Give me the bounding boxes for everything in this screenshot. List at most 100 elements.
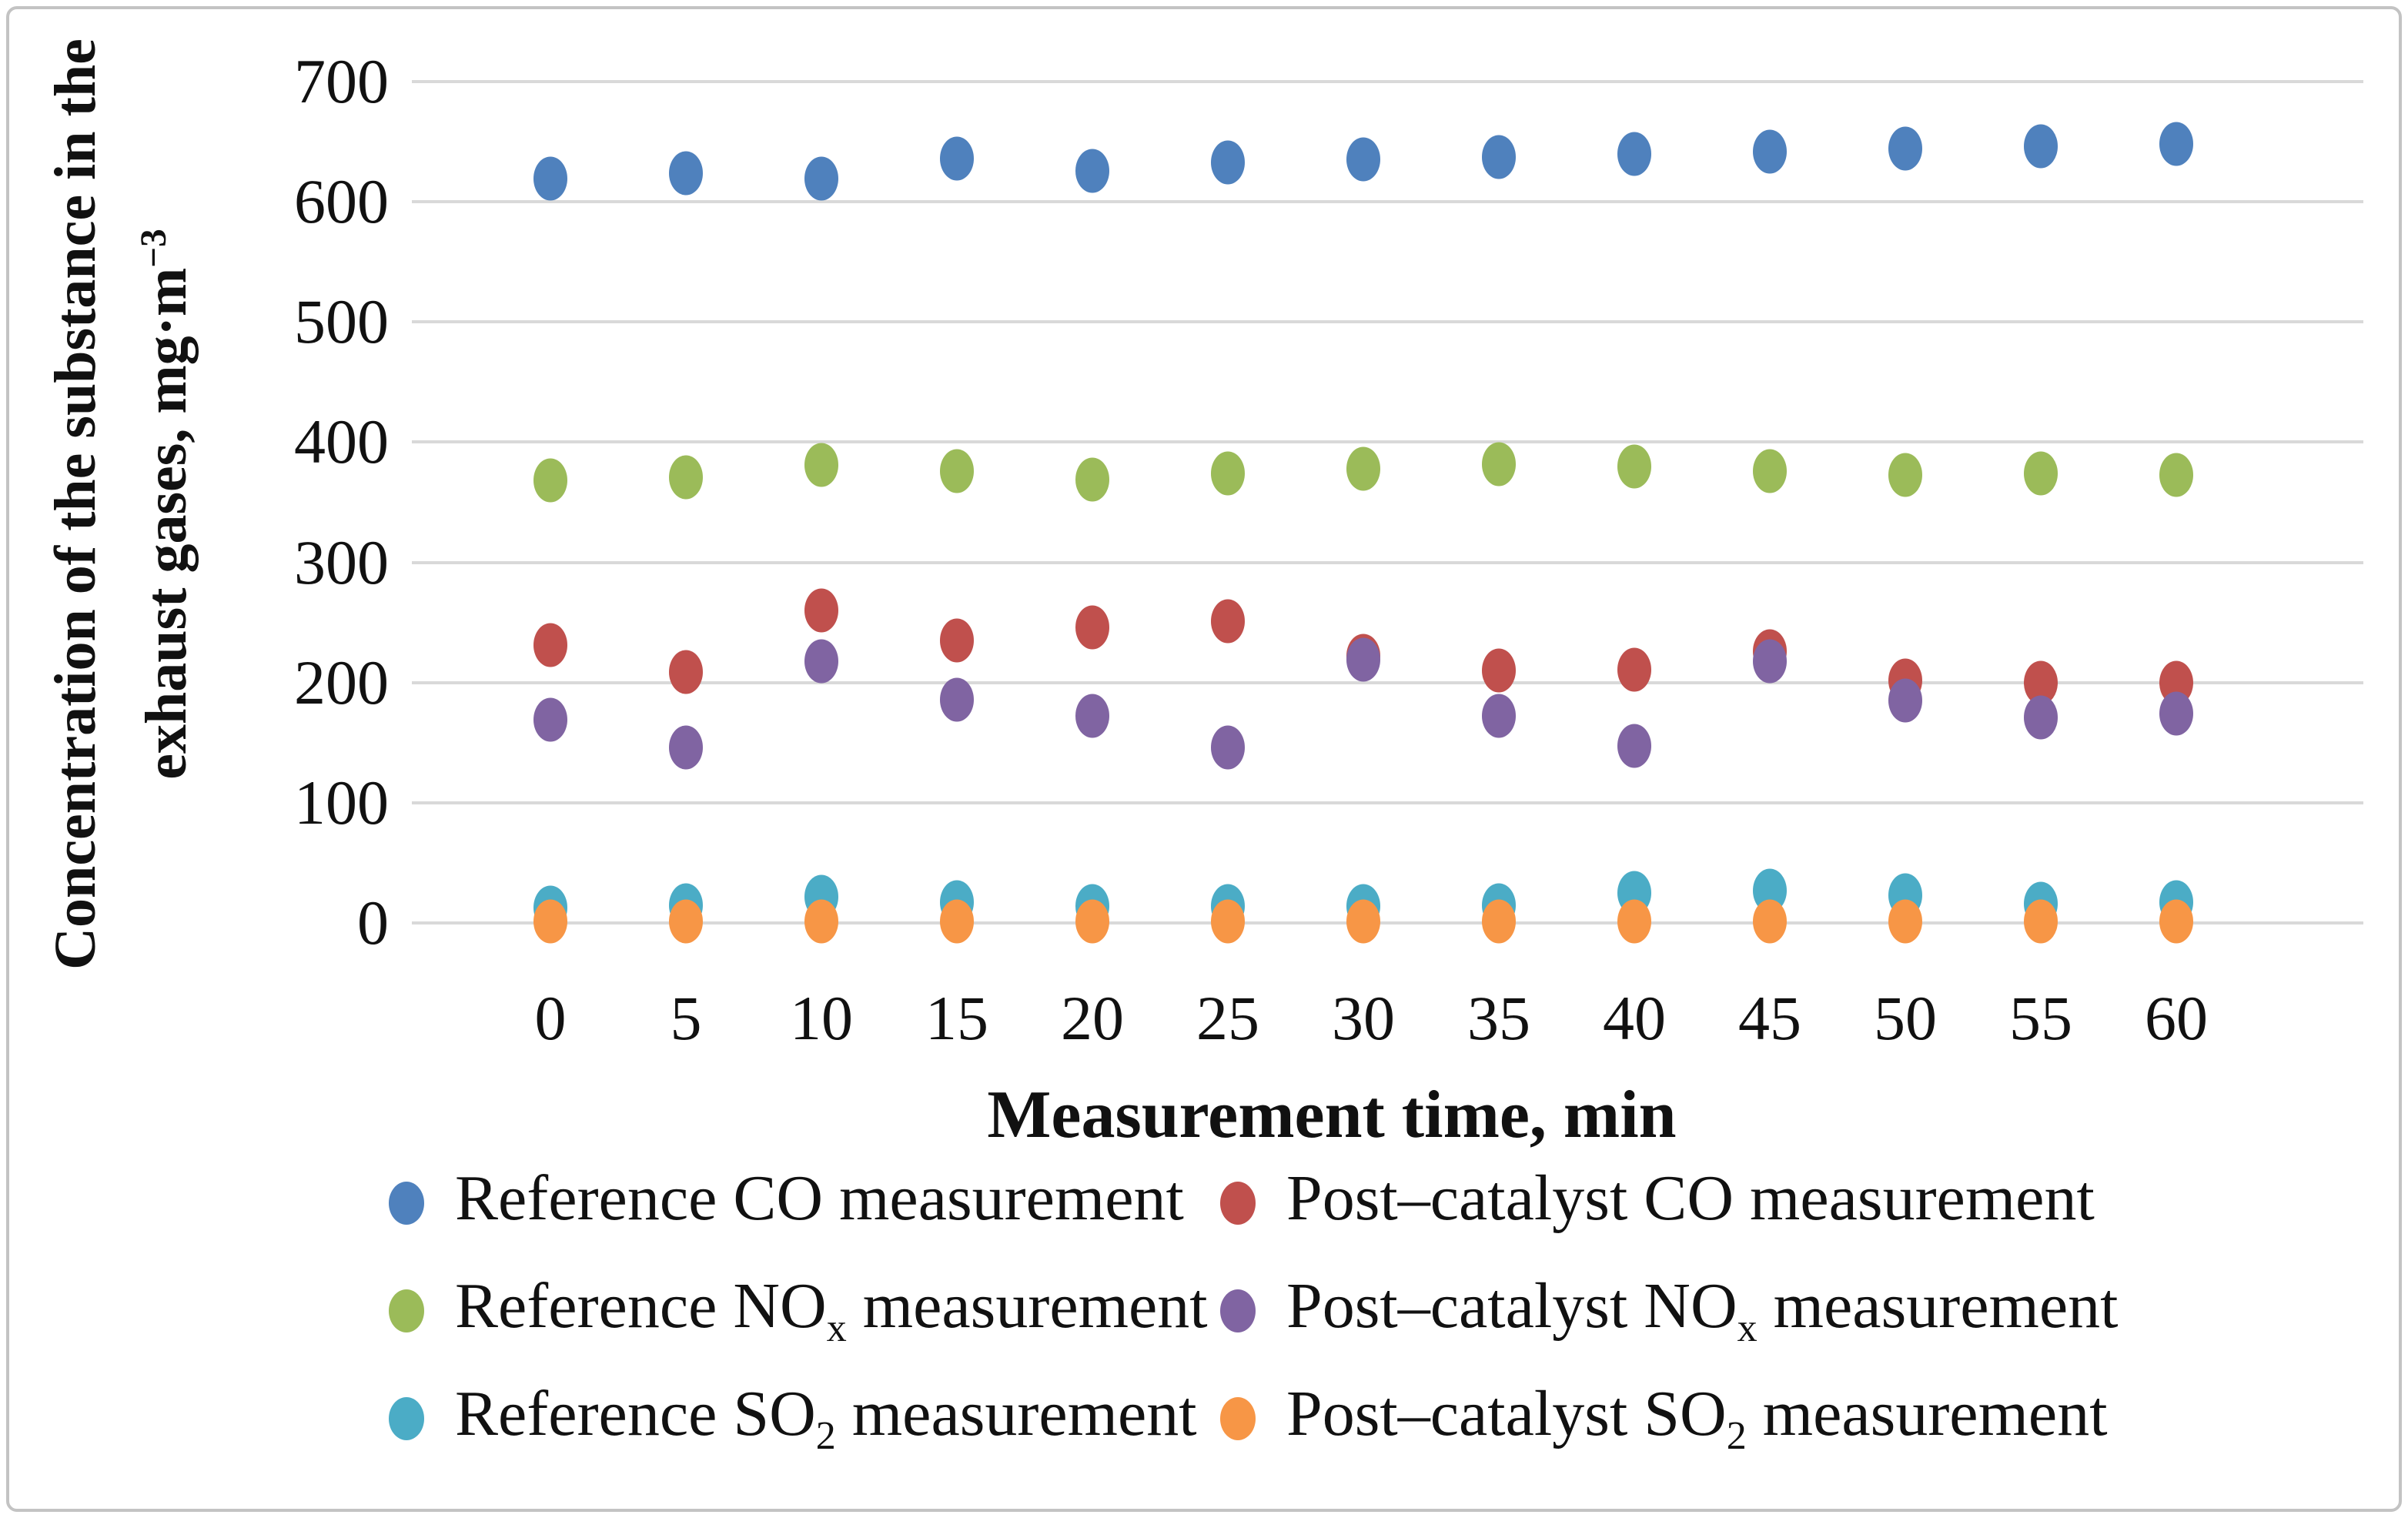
reference-co-measurement-point-x5 bbox=[669, 151, 703, 196]
reference-nox-measurement-point-x45 bbox=[1753, 449, 1787, 493]
y-tick-label-400: 400 bbox=[294, 406, 389, 477]
y-tick-label-100: 100 bbox=[294, 767, 389, 838]
gridline-y-100 bbox=[412, 801, 2363, 804]
reference-co-measurement-point-x20 bbox=[1075, 149, 1109, 193]
reference-co-measurement-point-x60 bbox=[2159, 122, 2193, 166]
y-tick-label-0: 0 bbox=[357, 888, 389, 958]
post-catalyst-co-measurement-point-x10 bbox=[804, 588, 838, 633]
reference-nox-measurement-point-x60 bbox=[2159, 453, 2193, 497]
reference-co-measurement-point-x45 bbox=[1753, 129, 1787, 174]
post-catalyst-so2-measurement-point-x10 bbox=[804, 899, 838, 944]
x-tick-label-35: 35 bbox=[1467, 983, 1530, 1053]
post-catalyst-so2-measurement-point-x0 bbox=[533, 899, 567, 944]
legend-item-reference-so2: Reference SO2 measurement bbox=[389, 1381, 1220, 1456]
gridline-y-300 bbox=[412, 560, 2363, 564]
post-catalyst-so2-measurement-point-x5 bbox=[669, 899, 703, 944]
y-tick-label-200: 200 bbox=[294, 647, 389, 717]
post-catalyst-so2-measurement-point-x15 bbox=[940, 899, 974, 944]
gridline-y-200 bbox=[412, 680, 2363, 684]
post-catalyst-nox-measurement-point-x35 bbox=[1482, 694, 1516, 738]
gridline-y-500 bbox=[412, 320, 2363, 324]
post-catalyst-so2-measurement-point-x30 bbox=[1346, 899, 1380, 944]
post-catalyst-co-measurement-point-x15 bbox=[940, 618, 974, 663]
x-tick-label-40: 40 bbox=[1603, 983, 1666, 1053]
chart-legend: Reference CO measurement Post–catalyst C… bbox=[389, 1149, 2118, 1473]
post-catalyst-nox-measurement-point-x15 bbox=[940, 677, 974, 722]
y-tick-label-500: 500 bbox=[294, 286, 389, 357]
x-tick-label-30: 30 bbox=[1332, 983, 1395, 1053]
legend-item-post-catalyst-nox: Post–catalyst NOx measurement bbox=[1220, 1273, 2118, 1349]
post-catalyst-nox-measurement-point-x0 bbox=[533, 697, 567, 742]
x-tick-label-55: 55 bbox=[2009, 983, 2072, 1053]
y-tick-label-300: 300 bbox=[294, 527, 389, 597]
x-tick-label-15: 15 bbox=[925, 983, 988, 1053]
reference-co-measurement-point-x55 bbox=[2024, 124, 2058, 169]
x-tick-label-45: 45 bbox=[1738, 983, 1801, 1053]
y-axis-title-line1: Concentration of the substance in the bbox=[43, 38, 109, 970]
reference-nox-measurement-point-x30 bbox=[1346, 446, 1380, 491]
post-catalyst-so2-measurement-point-x45 bbox=[1753, 899, 1787, 944]
reference-co-measurement-point-x15 bbox=[940, 136, 974, 181]
post-catalyst-co-measurement-point-x40 bbox=[1617, 647, 1651, 692]
x-tick-label-5: 5 bbox=[670, 983, 702, 1053]
post-catalyst-co-measurement-point-x0 bbox=[533, 623, 567, 667]
post-catalyst-so2-measurement-point-x50 bbox=[1888, 899, 1922, 944]
legend-marker-reference-co bbox=[389, 1182, 424, 1225]
post-catalyst-nox-measurement-point-x40 bbox=[1617, 724, 1651, 768]
reference-nox-measurement-point-x40 bbox=[1617, 444, 1651, 489]
x-axis-title: Measurement time, min bbox=[987, 1078, 1677, 1152]
legend-marker-reference-nox bbox=[389, 1289, 424, 1332]
post-catalyst-so2-measurement-point-x55 bbox=[2024, 899, 2058, 944]
reference-nox-measurement-point-x20 bbox=[1075, 457, 1109, 502]
post-catalyst-co-measurement-point-x5 bbox=[669, 650, 703, 694]
post-catalyst-co-measurement-point-x20 bbox=[1075, 605, 1109, 650]
reference-co-measurement-point-x0 bbox=[533, 156, 567, 201]
y-axis-title-line2: exhaust gases, mg·m−3 bbox=[133, 229, 199, 780]
reference-co-measurement-point-x25 bbox=[1211, 140, 1245, 185]
y-axis-title: Concentration of the substance in the ex… bbox=[31, 38, 212, 970]
x-tick-label-10: 10 bbox=[790, 983, 853, 1053]
legend-item-reference-co: Reference CO measurement bbox=[389, 1165, 1220, 1241]
reference-nox-measurement-point-x5 bbox=[669, 455, 703, 500]
reference-co-measurement-point-x40 bbox=[1617, 132, 1651, 176]
x-tick-label-25: 25 bbox=[1196, 983, 1259, 1053]
legend-marker-reference-so2 bbox=[389, 1397, 424, 1440]
reference-co-measurement-point-x30 bbox=[1346, 137, 1380, 182]
post-catalyst-nox-measurement-point-x55 bbox=[2024, 695, 2058, 740]
legend-item-reference-nox: Reference NOx measurement bbox=[389, 1273, 1220, 1349]
y-axis-title-superscript: −3 bbox=[133, 229, 174, 268]
reference-co-measurement-point-x35 bbox=[1482, 135, 1516, 179]
legend-item-post-catalyst-co: Post–catalyst CO measurement bbox=[1220, 1165, 2118, 1241]
post-catalyst-co-measurement-point-x35 bbox=[1482, 648, 1516, 693]
legend-marker-post-catalyst-nox bbox=[1220, 1289, 1256, 1332]
reference-co-measurement-point-x10 bbox=[804, 156, 838, 201]
reference-nox-measurement-point-x55 bbox=[2024, 451, 2058, 496]
x-tick-label-0: 0 bbox=[534, 983, 567, 1053]
gridline-y-700 bbox=[412, 80, 2363, 83]
y-tick-label-700: 700 bbox=[294, 46, 389, 116]
gridline-y-600 bbox=[412, 200, 2363, 204]
reference-co-measurement-point-x50 bbox=[1888, 126, 1922, 171]
x-tick-label-50: 50 bbox=[1874, 983, 1937, 1053]
post-catalyst-nox-measurement-point-x5 bbox=[669, 725, 703, 770]
post-catalyst-co-measurement-point-x25 bbox=[1211, 599, 1245, 644]
post-catalyst-so2-measurement-point-x20 bbox=[1075, 899, 1109, 944]
post-catalyst-nox-measurement-point-x50 bbox=[1888, 678, 1922, 723]
post-catalyst-nox-measurement-point-x10 bbox=[804, 639, 838, 684]
reference-nox-measurement-point-x15 bbox=[940, 449, 974, 493]
legend-item-post-catalyst-so2: Post–catalyst SO2 measurement bbox=[1220, 1381, 2118, 1456]
post-catalyst-so2-measurement-point-x35 bbox=[1482, 899, 1516, 944]
legend-marker-post-catalyst-so2 bbox=[1220, 1397, 1256, 1440]
post-catalyst-so2-measurement-point-x40 bbox=[1617, 899, 1651, 944]
reference-nox-measurement-point-x35 bbox=[1482, 442, 1516, 486]
post-catalyst-nox-measurement-point-x45 bbox=[1753, 639, 1787, 684]
x-tick-label-20: 20 bbox=[1061, 983, 1124, 1053]
reference-nox-measurement-point-x50 bbox=[1888, 453, 1922, 497]
reference-nox-measurement-point-x10 bbox=[804, 443, 838, 487]
y-tick-label-600: 600 bbox=[294, 166, 389, 237]
post-catalyst-so2-measurement-point-x60 bbox=[2159, 899, 2193, 944]
post-catalyst-so2-measurement-point-x25 bbox=[1211, 899, 1245, 944]
gridline-y-0 bbox=[412, 921, 2363, 925]
post-catalyst-nox-measurement-point-x30 bbox=[1346, 637, 1380, 682]
